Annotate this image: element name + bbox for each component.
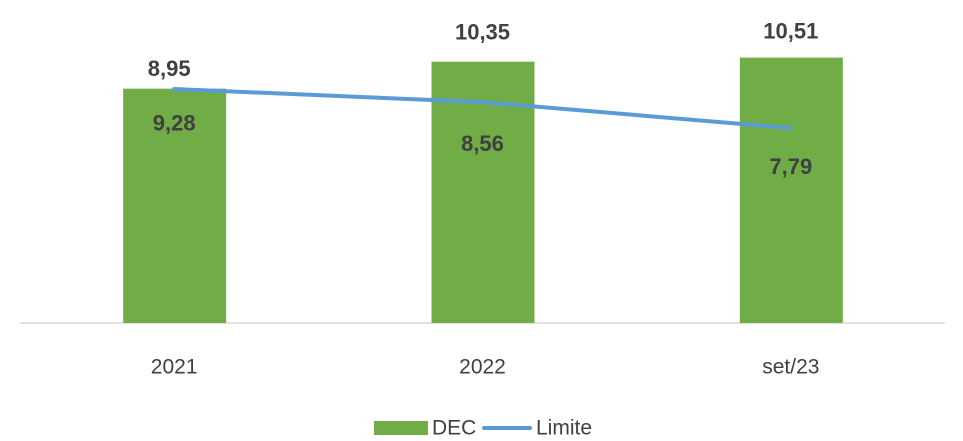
x-tick-label: 2022: [459, 356, 506, 379]
data-label: 7,79: [769, 154, 812, 179]
data-label: 9,28: [153, 110, 196, 135]
x-tick-label: set/23: [762, 356, 819, 379]
data-label: 10,51: [763, 18, 818, 43]
line: [172, 87, 793, 131]
x-tick-label: 2021: [151, 356, 198, 379]
data-label: 10,35: [455, 19, 510, 44]
bar: [123, 88, 227, 324]
bar: [739, 57, 843, 324]
data-label: 8,56: [461, 131, 504, 156]
data-label: 8,95: [148, 56, 191, 81]
legend-label: DEC: [432, 417, 476, 440]
legend-swatch: [374, 421, 428, 435]
legend-label: Limite: [536, 417, 592, 440]
